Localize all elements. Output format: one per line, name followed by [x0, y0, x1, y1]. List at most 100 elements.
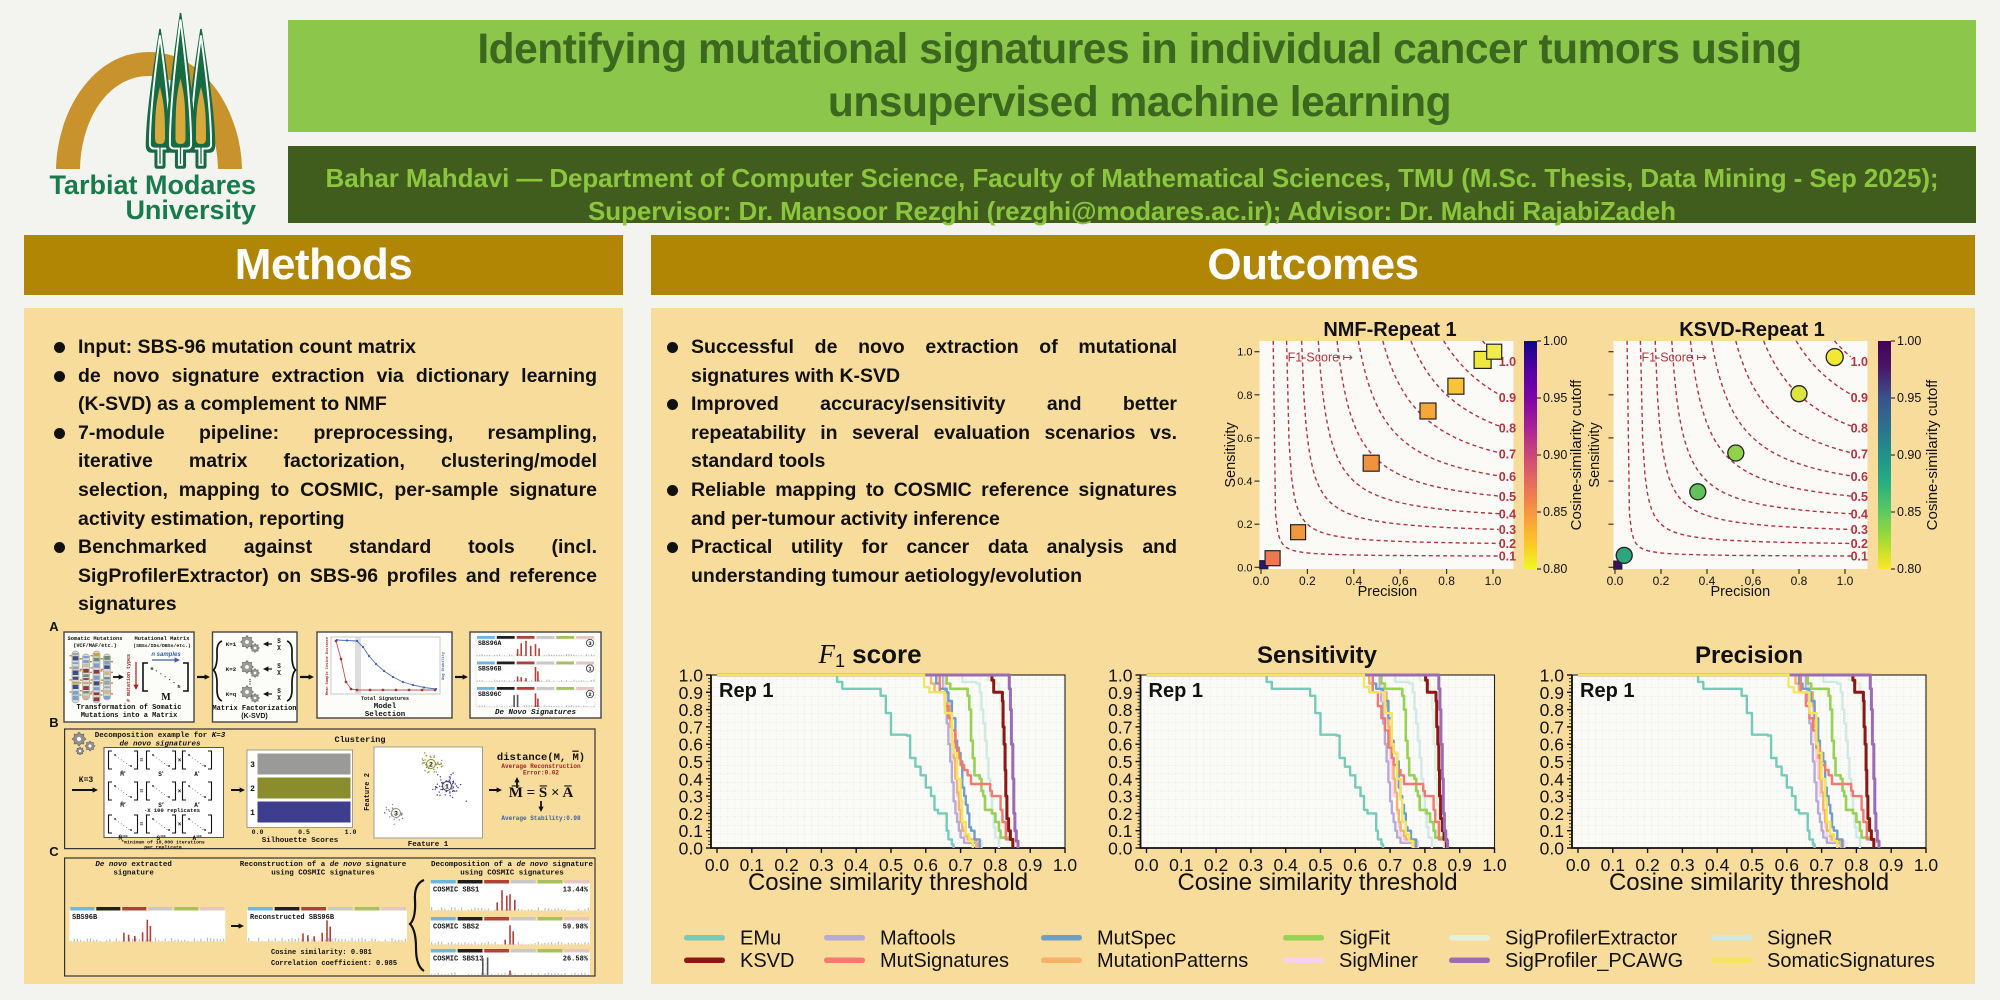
svg-text:Cosine-similarity cutoff: Cosine-similarity cutoff — [1924, 379, 1941, 530]
svg-text:1: 1 — [588, 666, 592, 673]
svg-text:=: = — [140, 788, 144, 795]
svg-text:0.1: 0.1 — [1169, 855, 1193, 875]
svg-text:Decomposition example for K=3: Decomposition example for K=3 — [95, 732, 226, 740]
svg-text:SBS96C: SBS96C — [478, 691, 502, 698]
svg-text:0.2: 0.2 — [774, 855, 798, 875]
svg-text:m: m — [151, 667, 154, 672]
svg-text:0.0: 0.0 — [705, 855, 730, 875]
svg-text:m: m — [188, 754, 190, 758]
svg-text:1: 1 — [445, 784, 449, 791]
svg-text:S̅: S̅ — [277, 663, 281, 670]
svg-text:0.2: 0.2 — [1540, 804, 1564, 824]
svg-text:0.8: 0.8 — [1438, 574, 1455, 588]
svg-text:0.9: 0.9 — [1499, 391, 1516, 405]
svg-text:0.1: 0.1 — [1499, 549, 1516, 563]
svg-text:0.7: 0.7 — [1851, 448, 1868, 462]
svg-text:M̂2: M̂2 — [120, 802, 126, 809]
svg-text:Somatic Mutations: Somatic Mutations — [68, 636, 123, 642]
svg-text:m: m — [168, 796, 170, 800]
svg-text:0.8: 0.8 — [1108, 700, 1132, 720]
svg-text:m: m — [130, 796, 132, 800]
svg-text:Decomposition of a de novo sig: Decomposition of a de novo signature — [431, 861, 594, 869]
svg-text:n samples: n samples — [151, 652, 181, 658]
svg-text:0.9: 0.9 — [679, 683, 703, 703]
svg-text:0.6: 0.6 — [1851, 470, 1868, 484]
svg-text:0.1: 0.1 — [740, 855, 764, 875]
svg-text:MutationPatterns: MutationPatterns — [1097, 950, 1248, 972]
svg-text:0.8: 0.8 — [679, 700, 703, 720]
svg-text:0.0: 0.0 — [1566, 855, 1591, 875]
svg-text:X̅: X̅ — [277, 645, 281, 652]
svg-text:0.85: 0.85 — [1897, 505, 1921, 519]
svg-text:26.58%: 26.58% — [563, 956, 589, 964]
svg-text:EMu: EMu — [740, 928, 781, 950]
svg-text:X̅: X̅ — [277, 670, 281, 677]
svg-text:SigProfiler_PCAWG: SigProfiler_PCAWG — [1505, 950, 1683, 972]
svg-text:A2: A2 — [194, 802, 200, 809]
svg-text:Correlation coefficient: 0.985: Correlation coefficient: 0.985 — [271, 960, 397, 968]
svg-text:(SBSs/IDs/DBSs/etc.): (SBSs/IDs/DBSs/etc.) — [133, 643, 191, 649]
svg-text:KSVD: KSVD — [740, 950, 794, 972]
svg-text:1.0: 1.0 — [1482, 855, 1507, 875]
svg-text:×: × — [178, 788, 182, 795]
svg-text:0.6: 0.6 — [1540, 735, 1564, 755]
svg-text:1: 1 — [250, 809, 255, 818]
svg-text:0.2: 0.2 — [1499, 537, 1516, 551]
svg-text:0.3: 0.3 — [1851, 523, 1868, 537]
svg-text:0.4: 0.4 — [1540, 769, 1565, 789]
svg-text:0.7: 0.7 — [1378, 855, 1402, 875]
svg-text:Sensitivity: Sensitivity — [1257, 642, 1378, 669]
svg-text:Reconstruction of a de novo si: Reconstruction of a de novo signature — [240, 861, 407, 869]
svg-text:B: B — [49, 715, 58, 730]
svg-text:×: × — [178, 821, 182, 828]
svg-text:0.1: 0.1 — [679, 821, 703, 841]
svg-text:0.8: 0.8 — [1844, 855, 1868, 875]
svg-text:Cosine similarity threshold: Cosine similarity threshold — [1177, 869, 1457, 896]
svg-text:0.7: 0.7 — [1108, 717, 1132, 737]
svg-text:SBS96A: SBS96A — [478, 640, 502, 647]
svg-text:COSMIC SBS13: COSMIC SBS13 — [433, 956, 483, 964]
svg-text:0.5: 0.5 — [1740, 855, 1764, 875]
svg-text:S2: S2 — [158, 802, 164, 809]
svg-text:A: A — [49, 619, 59, 634]
svg-text:0.85: 0.85 — [1543, 505, 1567, 519]
svg-text:0.4: 0.4 — [1851, 508, 1868, 522]
svg-text:Total Signatures: Total Signatures — [361, 696, 409, 702]
svg-text:0.6: 0.6 — [1108, 735, 1132, 755]
svg-text:0.2: 0.2 — [1635, 855, 1659, 875]
svg-text:m: m — [168, 765, 170, 769]
svg-text:0.7: 0.7 — [1809, 855, 1833, 875]
svg-text:0.1: 0.1 — [1108, 821, 1132, 841]
svg-text:0.9: 0.9 — [1108, 683, 1132, 703]
svg-text:Cosine similarity: 0.981: Cosine similarity: 0.981 — [271, 949, 372, 957]
svg-text:m: m — [114, 754, 116, 758]
svg-text:signature: signature — [113, 870, 154, 878]
svg-text:0.2: 0.2 — [1851, 537, 1868, 551]
svg-text:(VCF/MAF/etc.): (VCF/MAF/etc.) — [73, 643, 117, 649]
svg-text:Feature 1: Feature 1 — [408, 841, 449, 849]
svg-text:Rep 1: Rep 1 — [1149, 680, 1203, 702]
svg-text:K=3: K=3 — [79, 776, 94, 785]
svg-text:0.3: 0.3 — [1499, 523, 1516, 537]
svg-text:m: m — [204, 796, 206, 800]
svg-text:0.9: 0.9 — [1540, 683, 1564, 703]
svg-text:0.3: 0.3 — [679, 787, 703, 807]
svg-text:1.0: 1.0 — [345, 829, 357, 836]
svg-text:0.4: 0.4 — [844, 855, 869, 875]
svg-text:3: 3 — [588, 640, 592, 647]
svg-text:NMF-Repeat 1: NMF-Repeat 1 — [1323, 319, 1456, 341]
svg-text:0.0: 0.0 — [1134, 855, 1159, 875]
svg-text:0.8: 0.8 — [1851, 421, 1868, 435]
svg-text:0.5: 0.5 — [679, 752, 703, 772]
svg-text:0.1: 0.1 — [1851, 549, 1868, 563]
svg-text:Rep 1: Rep 1 — [1580, 680, 1634, 702]
svg-text:Reconstructed SBS96B: Reconstructed SBS96B — [250, 914, 335, 922]
svg-text:Cosine similarity threshold: Cosine similarity threshold — [1609, 869, 1889, 896]
svg-text:Mutational Matrix: Mutational Matrix — [135, 636, 191, 642]
svg-text:m: m — [178, 685, 181, 690]
svg-text:2: 2 — [429, 762, 433, 769]
svg-text:2: 2 — [250, 785, 255, 794]
svg-text:m: m — [114, 785, 116, 789]
svg-text:K=1: K=1 — [226, 641, 237, 648]
svg-text:Cosine-similarity cutoff: Cosine-similarity cutoff — [1568, 379, 1585, 530]
